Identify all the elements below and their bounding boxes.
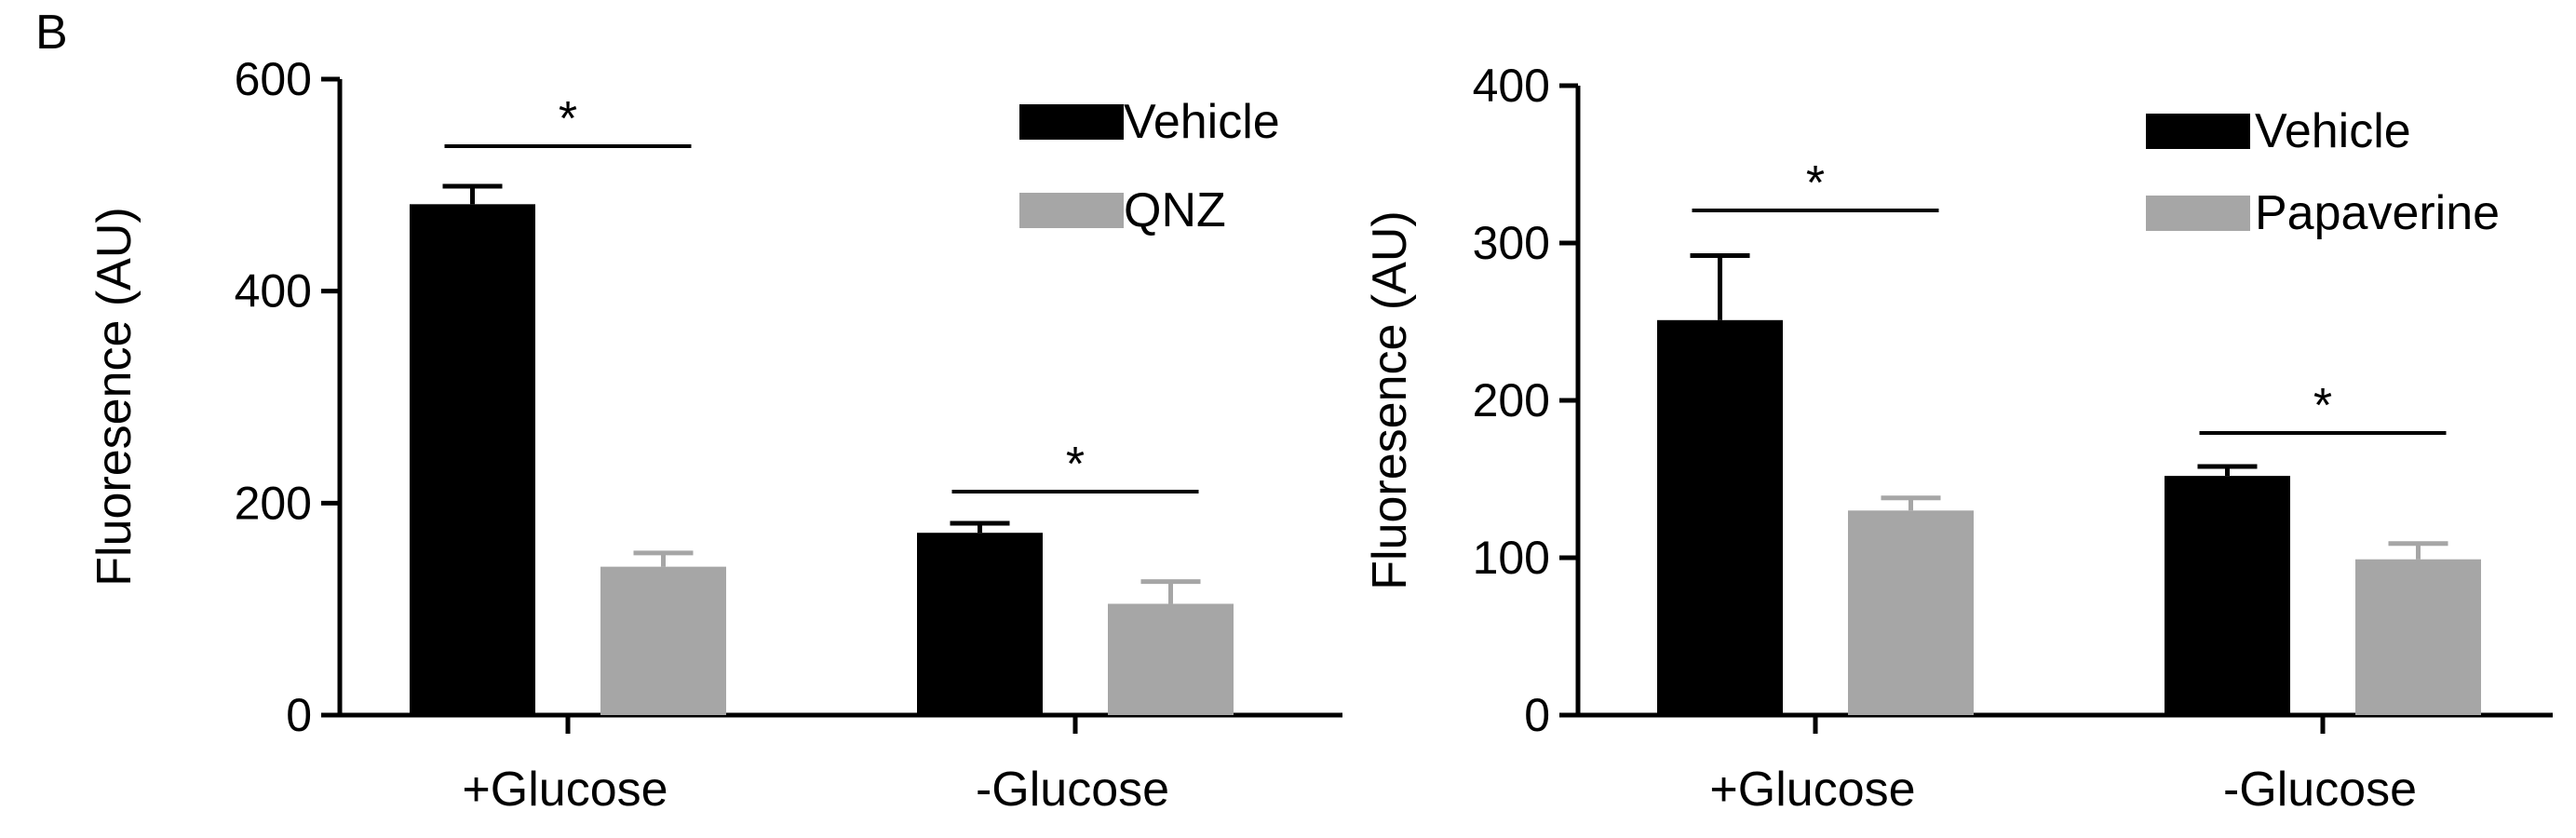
chart0-significance-star: * [559,92,577,146]
chart-right: 0 100 200 300 400 Fluoresence (AU) +Glucose * -G… [1363,60,2553,817]
chart1-legend-label: Vehicle [2255,104,2411,158]
chart1-y-tick-label: 0 [1524,689,1550,741]
chart1-significance-star: * [2313,379,2332,433]
chart0-legend-swatch [1019,104,1124,140]
chart1-legend-swatch [2146,114,2250,149]
chart0-legend-swatch [1019,193,1124,228]
chart0-legend-label: Vehicle [1124,95,1280,149]
chart0-y-tick-label: 400 [235,265,312,318]
panel-label: B [35,6,68,60]
chart0-significance-star: * [1066,438,1085,492]
chart0-bar-vehicle-1 [917,533,1043,715]
chart1-bar-vehicle-1 [2165,476,2290,715]
chart1-bar-vehicle-0 [1657,319,1783,715]
chart0-y-tick-label: 200 [235,477,312,529]
chart0-category-label: -Glucose [976,763,1169,817]
chart1-legend-swatch [2146,196,2250,231]
chart0-bar-qnz-1 [1108,603,1234,715]
chart1-legend-label: Papaverine [2255,186,2500,240]
chart1-significance-star: * [1806,156,1825,210]
chart0-y-tick-label: 600 [235,53,312,105]
chart0-bar-vehicle-0 [410,204,535,715]
chart1-y-tick-label: 400 [1473,60,1550,112]
chart1-y-axis-title: Fluoresence (AU) [1363,210,1417,589]
chart1-y-tick-label: 200 [1473,374,1550,426]
chart0-y-tick-label: 0 [286,689,312,741]
chart1-bar-papaverine-1 [2355,559,2481,715]
chart1-y-tick-label: 100 [1473,532,1550,584]
chart0-bar-qnz-0 [600,566,726,715]
chart1-y-tick-label: 300 [1473,217,1550,269]
chart1-category-label: +Glucose [1709,763,1915,817]
chart0-y-axis-title: Fluoresence (AU) [88,207,142,586]
chart0-legend-label: QNZ [1124,183,1226,237]
chart-left: 0 200 400 600 Fluoresence (AU) +Glucose * -Gluc… [88,53,1342,817]
chart0-category-label: +Glucose [462,763,668,817]
chart1-bar-papaverine-0 [1848,510,1974,715]
chart1-category-label: -Glucose [2223,763,2417,817]
